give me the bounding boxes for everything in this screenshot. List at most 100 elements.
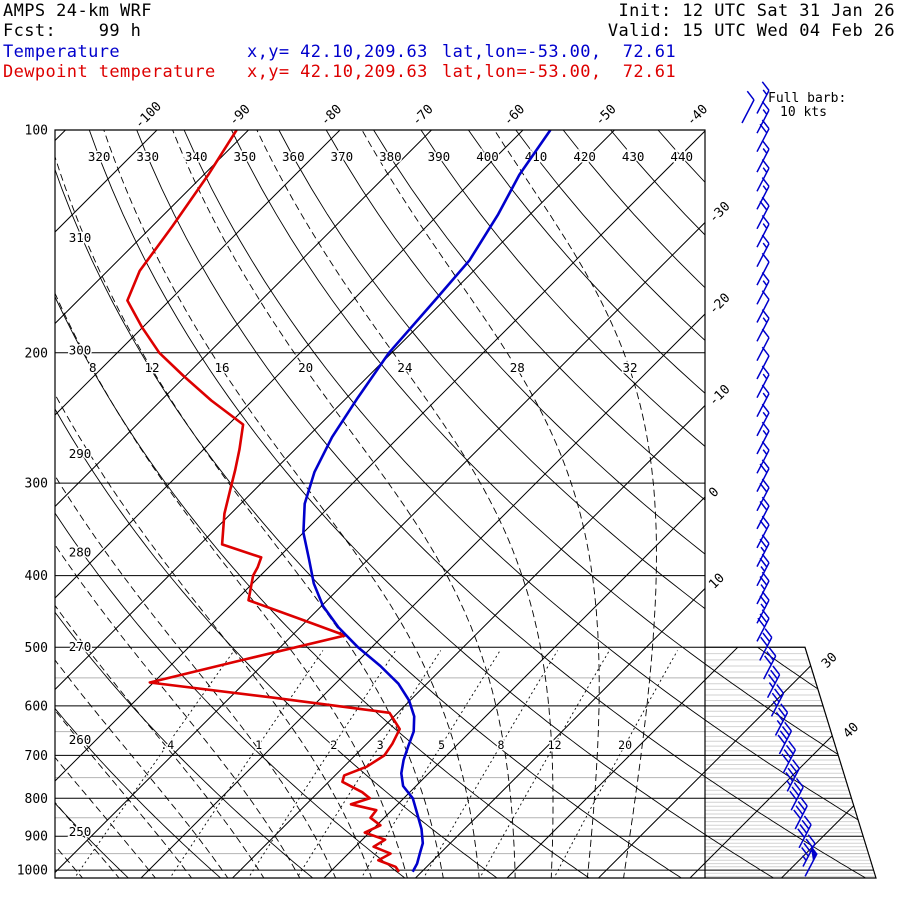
svg-text:280: 280	[69, 544, 92, 559]
svg-text:-80: -80	[318, 102, 345, 129]
wind-barb	[766, 665, 781, 699]
wind-barb	[756, 609, 770, 642]
svg-text:20: 20	[298, 360, 313, 375]
minor-pressure-lines	[55, 677, 869, 855]
svg-text:100: 100	[25, 124, 48, 139]
svg-text:12: 12	[144, 360, 159, 375]
svg-text:1000: 1000	[17, 864, 48, 879]
wind-barb	[756, 252, 770, 286]
svg-text:900: 900	[25, 830, 48, 845]
wind-barb	[756, 159, 770, 192]
init-time: Init: 12 UTC Sat 31 Jan 26	[618, 1, 895, 21]
svg-text:2: 2	[330, 738, 337, 752]
svg-text:12: 12	[548, 738, 562, 752]
wind-barb	[756, 346, 770, 380]
svg-text:360: 360	[282, 149, 305, 164]
sounding-curves	[126, 130, 552, 873]
svg-text:-40: -40	[684, 102, 711, 129]
wind-barb	[741, 90, 755, 124]
wind-barb-flag	[810, 844, 818, 862]
svg-text:20: 20	[618, 738, 632, 752]
svg-text:500: 500	[25, 641, 48, 656]
wind-barb	[770, 684, 785, 717]
minor-pressure-lines-extension	[705, 653, 876, 877]
svg-text:370: 370	[331, 149, 354, 164]
wind-barb	[785, 759, 800, 792]
full-barb-legend-value: 10 kts	[780, 105, 827, 120]
svg-text:-100: -100	[132, 99, 165, 132]
wind-barb	[781, 740, 797, 774]
svg-text:-20: -20	[706, 291, 733, 318]
svg-text:-60: -60	[501, 102, 528, 129]
svg-text:10: 10	[706, 571, 728, 593]
svg-text:1: 1	[255, 738, 262, 752]
wind-barb	[756, 403, 770, 437]
svg-text:310: 310	[69, 230, 92, 245]
svg-text:300: 300	[69, 343, 92, 358]
temperature-curve	[302, 130, 552, 873]
wind-barb	[774, 703, 789, 736]
svg-text:-70: -70	[409, 102, 436, 129]
svg-text:28: 28	[510, 360, 525, 375]
temperature-latlon: lat,lon=-53.00, 72.61	[442, 42, 676, 62]
svg-text:40: 40	[840, 720, 862, 742]
svg-text:420: 420	[573, 149, 596, 164]
temperature-series-label: Temperature	[3, 42, 120, 62]
grid	[55, 130, 876, 878]
svg-text:700: 700	[25, 749, 48, 764]
svg-text:380: 380	[379, 149, 402, 164]
svg-text:8: 8	[498, 738, 505, 752]
svg-text:320: 320	[88, 149, 111, 164]
wind-barb	[756, 290, 770, 323]
full-barb-legend-label: Full barb:	[768, 91, 847, 106]
dewpoint-curve	[126, 130, 401, 873]
svg-text:400: 400	[25, 569, 48, 584]
dewpoint-series-label: Dewpoint temperature	[3, 62, 216, 82]
valid-time: Valid: 15 UTC Wed 04 Feb 26	[607, 21, 895, 41]
wind-barb	[756, 234, 770, 268]
isotherm-lines	[55, 130, 876, 878]
forecast-hour: Fcst: 99 h	[3, 21, 142, 41]
wind-barb	[756, 139, 770, 173]
svg-text:600: 600	[25, 699, 48, 714]
svg-text:350: 350	[234, 149, 257, 164]
svg-text:300: 300	[25, 477, 48, 492]
svg-text:-30: -30	[706, 199, 733, 226]
svg-text:24: 24	[397, 360, 412, 375]
dry-adiabat-lines	[55, 130, 876, 878]
svg-text:330: 330	[136, 149, 159, 164]
svg-text:430: 430	[622, 149, 645, 164]
wind-barb	[801, 834, 816, 867]
svg-text:390: 390	[428, 149, 451, 164]
dewpoint-xy: x,y= 42.10,209.63	[247, 62, 428, 82]
wind-barb-column	[741, 81, 818, 877]
wind-barb	[777, 721, 793, 755]
svg-text:260: 260	[69, 732, 92, 747]
svg-text:-50: -50	[592, 102, 619, 129]
svg-text:8: 8	[89, 360, 97, 375]
svg-text:400: 400	[476, 149, 499, 164]
plot-border	[54, 129, 877, 879]
svg-text:.4: .4	[160, 738, 174, 752]
svg-text:200: 200	[25, 346, 48, 361]
svg-text:270: 270	[69, 639, 92, 654]
svg-text:30: 30	[819, 650, 841, 672]
svg-text:-10: -10	[706, 382, 733, 409]
svg-text:250: 250	[69, 824, 92, 839]
svg-text:0: 0	[706, 485, 722, 501]
moist-adiabat-lines	[55, 130, 657, 878]
svg-text:-90: -90	[226, 102, 253, 129]
wind-barb	[756, 365, 770, 399]
svg-text:3: 3	[377, 738, 384, 752]
dewpoint-latlon: lat,lon=-53.00, 72.61	[442, 62, 676, 82]
svg-text:800: 800	[25, 792, 48, 807]
svg-text:340: 340	[185, 149, 208, 164]
wind-barb	[789, 777, 804, 811]
svg-text:440: 440	[670, 149, 693, 164]
svg-text:290: 290	[69, 446, 92, 461]
model-title: AMPS 24-km WRF	[3, 1, 152, 21]
wind-barb	[756, 384, 770, 418]
